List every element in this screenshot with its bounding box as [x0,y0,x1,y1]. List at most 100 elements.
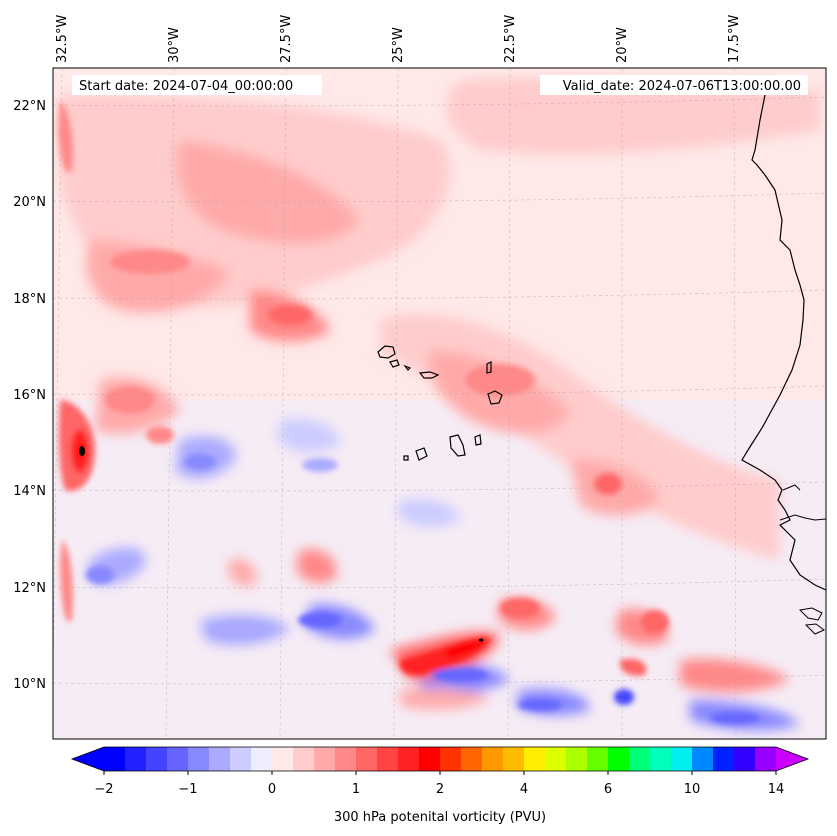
coastline-detail [798,607,823,621]
lon-tick-label: 27.5°W [279,15,294,63]
lon-gridline [733,68,737,739]
colorbar-bin [251,747,273,771]
colorbar-bin [545,747,567,771]
colorbar-bin [335,747,357,771]
pv-field-cores [58,100,760,724]
coastline-detail [782,484,801,491]
colorbar-tick-label: 10 [684,782,701,797]
lon-tick-label: 22.5°W [503,15,518,63]
pv-blob [398,498,460,527]
colorbar-bin [461,747,483,771]
colorbar-bin [293,747,315,771]
island-boa-vista [487,390,503,405]
pv-blob [446,78,820,154]
lat-gridline [53,674,826,685]
pv-blob [400,688,490,710]
pv-max-marker [79,446,85,456]
pv-core [465,364,535,396]
lon-gridline [165,68,175,739]
latitude-tick-labels: 22°N 20°N 18°N 16°N 14°N 12°N 10°N [13,99,46,692]
pv-core [298,612,342,628]
colorbar-bin [608,747,630,771]
pv-core [86,566,114,584]
colorbar-under-extend [72,747,104,771]
colorbar-bin [377,747,399,771]
colorbar-bin [146,747,168,771]
pv-core [445,639,488,658]
pv-core [184,454,216,470]
pv-blob [228,559,257,587]
colorbar-bin [440,747,462,771]
colorbar-tick-label: 14 [768,782,785,797]
lon-gridline [393,68,399,739]
pv-core [302,458,338,472]
pv-core [710,712,760,724]
colorbar-bin [524,747,546,771]
lat-tick-label: 16°N [13,388,46,403]
lon-gridline [279,68,287,739]
pv-core [268,305,312,325]
lon-tick-label: 30°W [167,27,182,63]
colorbar-bin [650,747,672,771]
start-date-box [72,75,322,95]
island-sal [486,361,492,374]
pv-core [110,250,190,274]
colorbar-bin [629,747,651,771]
pv-core [58,100,73,173]
colorbar-tick-label: 1 [352,782,360,797]
lat-gridline [53,192,826,203]
pv-core [614,689,634,705]
colorbar-bin [503,747,525,771]
lon-tick-label: 20°W [615,27,630,63]
colorbar-bin [587,747,609,771]
pv-core [619,658,647,676]
colorbar-bin [188,747,210,771]
pv-blob [176,140,360,244]
colorbar-tick-label: 4 [520,782,528,797]
lon-tick-label: 25°W [391,27,406,63]
gridlines [53,68,826,739]
lat-gridline [53,96,826,107]
pv-core [518,699,562,711]
pv-core [432,668,488,682]
colorbar-bin [125,747,147,771]
valid-date-box [540,75,808,95]
pv-blob [680,658,790,692]
colorbar-bin [314,747,336,771]
colorbar-bin [398,747,420,771]
pv-blob [296,549,337,583]
pv-field [53,68,826,739]
island-maio [474,434,482,446]
pv-core [210,622,270,638]
lat-gridline [53,481,826,492]
lat-tick-label: 20°N [13,195,46,210]
colorbar-bin [692,747,714,771]
lon-gridline [507,68,511,739]
island-santo-antao [377,345,396,359]
colorbar-over-extend [776,747,808,771]
colorbar-bin [671,747,693,771]
island-santa-luzia [403,364,412,371]
colorbar-bin [272,747,294,771]
colorbar-bin [209,747,231,771]
coastline-detail [804,623,825,635]
colorbar-tick-label: −1 [178,782,197,797]
pv-max-marker [478,638,484,642]
colorbar-tick-label: −2 [94,782,113,797]
colorbar-bin [419,747,441,771]
lon-tick-label: 32.5°W [55,15,70,63]
longitude-tick-labels: 32.5°W 30°W 27.5°W 25°W 22.5°W 20°W 17.5°W [55,15,742,63]
lon-gridline [53,68,63,693]
colorbar-bin [167,747,189,771]
pv-core [146,426,174,444]
island-fogo [415,447,428,461]
colorbar-tick-label: 2 [436,782,444,797]
lat-gridline [53,385,826,396]
lat-tick-label: 12°N [13,581,46,596]
pv-blob [278,418,340,452]
colorbar-tick-label: 6 [604,782,612,797]
colorbar-bin [356,747,378,771]
colorbar-label: 300 hPa potenital vorticity (PVU) [334,810,546,825]
pv-core [500,598,540,618]
pv-core [60,540,73,622]
